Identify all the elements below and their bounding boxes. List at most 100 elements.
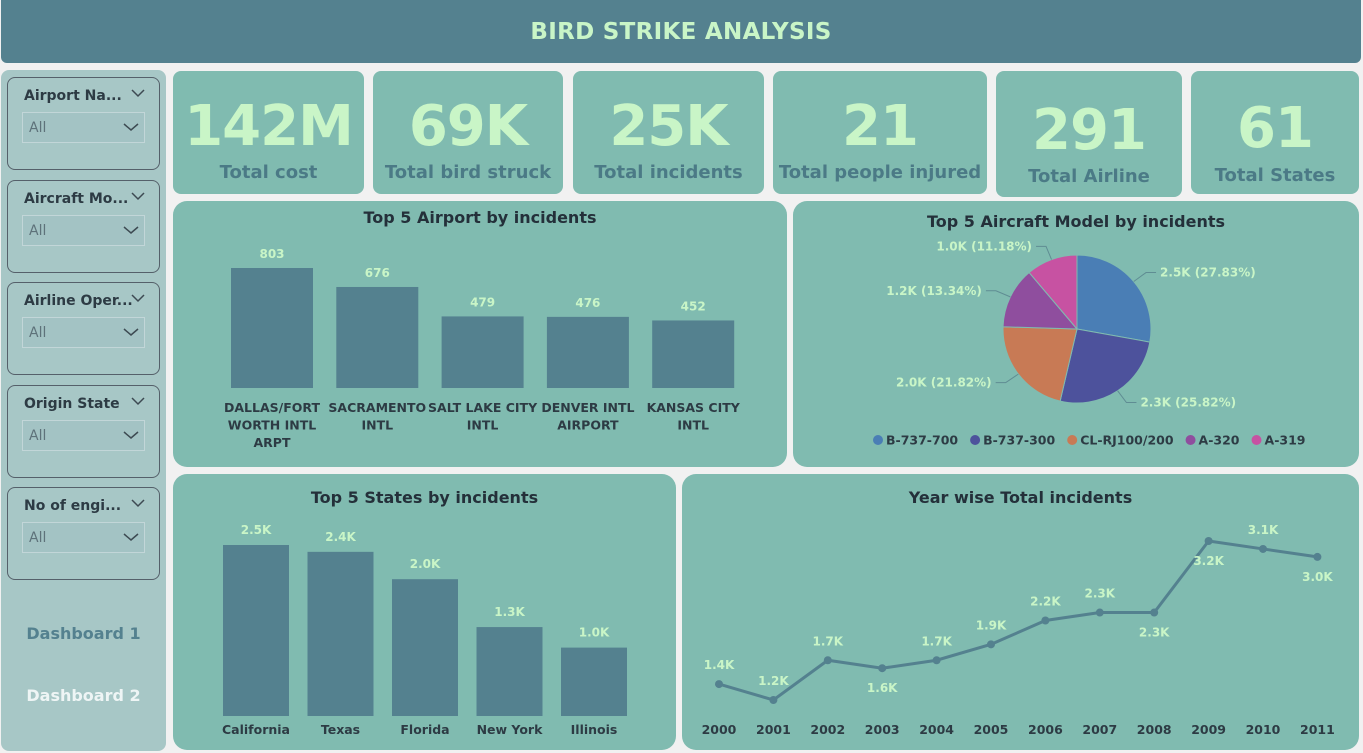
dashboard-title: BIRD STRIKE ANALYSIS — [530, 18, 832, 45]
slicer-value: All — [29, 530, 47, 546]
category-label: Texas — [321, 722, 360, 737]
chevron-down-icon[interactable] — [131, 88, 145, 98]
category-label: INTL — [361, 418, 393, 433]
leader-line — [1133, 272, 1157, 282]
pie-slice[interactable] — [1059, 328, 1151, 404]
legend-label[interactable]: CL-RJ100/200 — [1080, 433, 1174, 448]
data-point[interactable] — [1259, 544, 1267, 553]
slicer-dropdown[interactable]: All — [22, 215, 145, 246]
chevron-down-icon — [123, 431, 139, 439]
bar[interactable] — [223, 545, 289, 716]
kpi-value: 21 — [842, 94, 919, 159]
slicer-dropdown[interactable]: All — [22, 522, 145, 553]
x-tick-label: 2000 — [702, 722, 737, 737]
slicer-no-of-engines[interactable]: No of engi... All — [7, 487, 160, 580]
data-point[interactable] — [987, 640, 995, 649]
bar[interactable] — [652, 320, 735, 388]
yearly-line-chart: 1.4K 2000 1.2K 2001 1.7K 2002 1.6K 2003 1.7K 2004… — [702, 523, 1335, 737]
slice-label: 2.0K (21.82%) — [896, 376, 992, 390]
slicer-title: No of engi... — [24, 498, 122, 514]
data-label: 2.5K — [241, 523, 272, 537]
category-label: New York — [477, 722, 543, 737]
x-tick-label: 2010 — [1246, 722, 1281, 737]
bar[interactable] — [392, 579, 458, 716]
slicer-airline-operator[interactable]: Airline Oper... All — [7, 282, 160, 375]
data-label: 1.2K — [758, 674, 789, 688]
legend-label[interactable]: B-737-700 — [886, 433, 958, 448]
data-point[interactable] — [1041, 616, 1050, 625]
bar[interactable] — [336, 286, 419, 388]
legend-label[interactable]: A-319 — [1265, 433, 1306, 448]
data-point[interactable] — [1204, 537, 1213, 545]
data-point[interactable] — [715, 680, 723, 689]
category-label: INTL — [677, 418, 709, 433]
x-tick-label: 2001 — [756, 722, 791, 737]
data-label: 1.7K — [813, 634, 844, 648]
leader-line — [1036, 245, 1052, 260]
slice-label: 2.5K (27.83%) — [1160, 266, 1256, 280]
data-point[interactable] — [823, 656, 832, 665]
slicer-value: All — [29, 428, 47, 444]
kpi-card-total-incidents: 25K Total incidents — [573, 71, 764, 194]
slicer-dropdown[interactable]: All — [22, 112, 145, 143]
category-label: SACRAMENTO — [328, 400, 426, 415]
slicer-title: Airline Oper... — [24, 293, 133, 309]
bar[interactable] — [561, 647, 627, 716]
category-label: ARPT — [254, 435, 291, 450]
data-label: 1.4K — [704, 658, 735, 672]
states-chart-panel: Top 5 States by incidents 2.5K California… — [173, 474, 676, 750]
chart-title: Top 5 Airport by incidents — [363, 208, 597, 227]
legend-label[interactable]: A-320 — [1199, 433, 1240, 448]
chevron-down-icon[interactable] — [131, 498, 145, 508]
kpi-value: 291 — [1032, 98, 1147, 163]
slicer-aircraft-model[interactable]: Aircraft Mo... All — [7, 180, 160, 273]
category-label: KANSAS CITY — [647, 400, 741, 415]
legend-marker — [1067, 435, 1078, 445]
x-tick-label: 2007 — [1082, 722, 1117, 737]
bar[interactable] — [231, 268, 313, 388]
chevron-down-icon[interactable] — [131, 396, 145, 406]
kpi-label: Total bird struck — [384, 162, 552, 183]
aircraft-model-chart-panel: Top 5 Aircraft Model by incidents 2.5K (… — [793, 201, 1359, 467]
data-point[interactable] — [1095, 608, 1104, 617]
bar[interactable] — [546, 316, 629, 388]
nav-dashboard-1-button[interactable]: Dashboard 1 — [26, 624, 141, 643]
data-point[interactable] — [878, 664, 887, 673]
data-label: 2.4K — [325, 530, 356, 544]
chevron-down-icon — [123, 123, 139, 131]
x-tick-label: 2005 — [974, 722, 1009, 737]
legend-marker — [873, 435, 883, 445]
pie-slice[interactable] — [1076, 254, 1152, 343]
pie-slice[interactable] — [1002, 271, 1079, 330]
slicer-value: All — [29, 325, 47, 341]
data-point[interactable] — [1150, 608, 1159, 617]
bar[interactable] — [476, 627, 543, 716]
category-label: Illinois — [571, 722, 618, 737]
slicer-title: Origin State — [24, 396, 120, 412]
pie-slice[interactable] — [1028, 254, 1078, 331]
bar[interactable] — [307, 551, 374, 716]
category-label: DALLAS/FORT — [224, 400, 320, 415]
slicer-dropdown[interactable]: All — [22, 317, 145, 348]
nav-dashboard-2-button[interactable]: Dashboard 2 — [26, 686, 141, 705]
slicer-airport-name[interactable]: Airport Na... All — [7, 77, 160, 170]
category-label: Florida — [400, 722, 449, 737]
data-point[interactable] — [932, 656, 941, 665]
airport-bar-chart: 803 DALLAS/FORT WORTH INTL ARPT 676 SACRAMENT… — [224, 247, 741, 450]
leader-line — [1117, 390, 1137, 404]
legend-label[interactable]: B-737-300 — [983, 433, 1055, 448]
data-label: 1.3K — [494, 605, 525, 619]
bar[interactable] — [441, 316, 524, 388]
data-label: 1.6K — [867, 681, 898, 695]
chevron-down-icon[interactable] — [131, 191, 145, 201]
chevron-down-icon[interactable] — [131, 293, 145, 303]
category-label: California — [222, 722, 290, 737]
data-point[interactable] — [1313, 552, 1322, 561]
data-point[interactable] — [769, 696, 778, 704]
data-label: 3.0K — [1302, 570, 1333, 584]
category-label: WORTH INTL — [228, 418, 316, 433]
slicer-origin-state[interactable]: Origin State All — [7, 385, 160, 478]
series-line — [718, 539, 1318, 702]
pie-slice[interactable] — [1002, 326, 1078, 402]
slicer-dropdown[interactable]: All — [22, 420, 145, 451]
